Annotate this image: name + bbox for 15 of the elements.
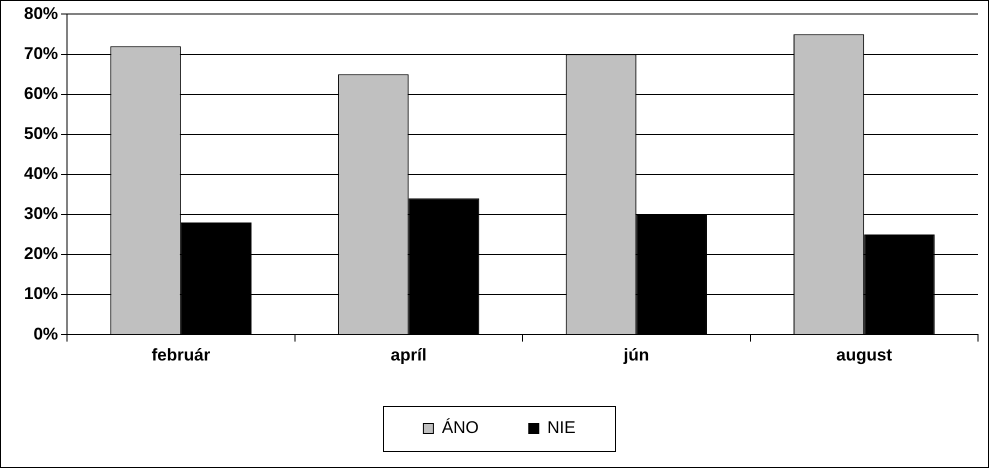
y-tick-label: 50% (24, 124, 58, 144)
x-tick-label: august (836, 345, 892, 364)
x-tick-label: apríl (390, 345, 427, 364)
y-tick-label: 80% (24, 4, 58, 23)
y-tick-label: 40% (24, 164, 58, 184)
legend-label: NIE (547, 418, 576, 438)
y-tick-label: 30% (24, 204, 58, 224)
y-tick-label: 10% (24, 284, 58, 304)
y-tick-label: 70% (24, 44, 58, 63)
y-tick-label: 0% (33, 324, 58, 344)
y-tick-label: 20% (24, 244, 58, 264)
x-tick-label: jún (622, 345, 650, 364)
y-tick-label: 60% (24, 84, 58, 103)
x-tick-label: február (152, 345, 211, 364)
legend-label: ÁNO (442, 418, 479, 438)
